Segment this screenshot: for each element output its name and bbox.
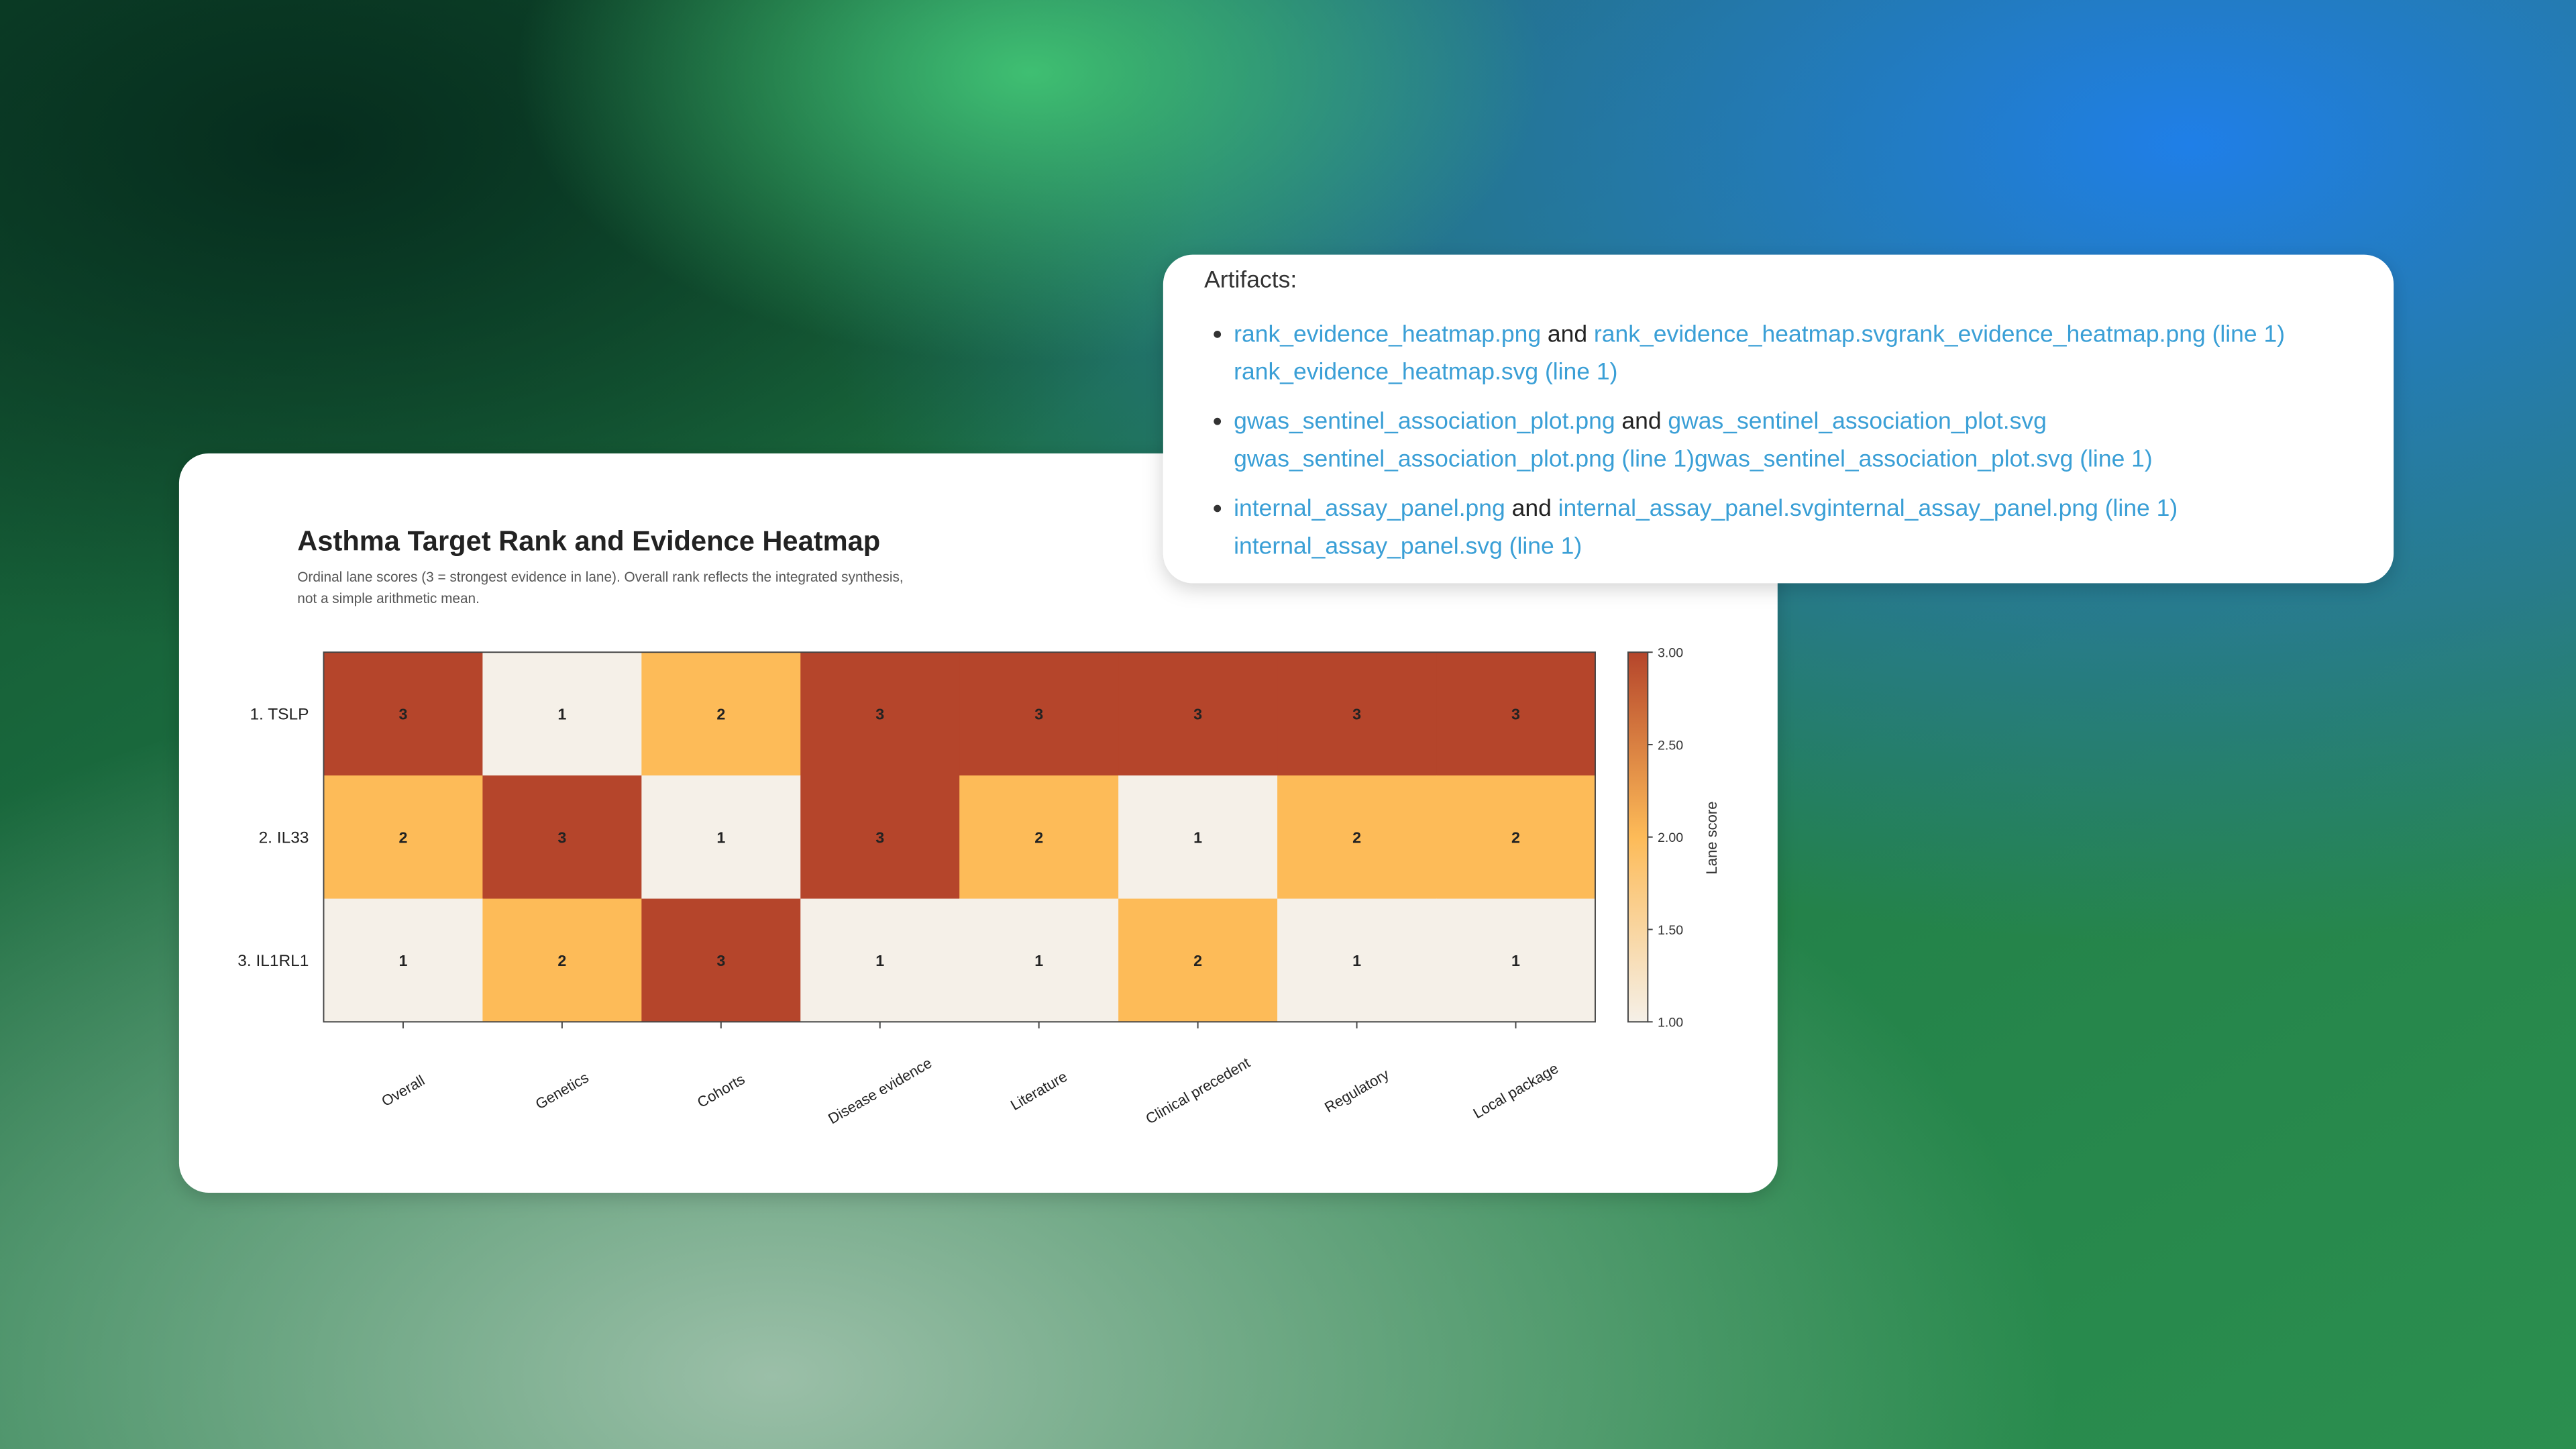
cell-label: 1 bbox=[716, 828, 725, 846]
cell-label: 1 bbox=[1193, 828, 1202, 846]
artifact-link[interactable]: rank_evidence_heatmap.png (line 1) bbox=[1898, 320, 2285, 347]
bullet bbox=[1214, 330, 1222, 338]
artifacts-card bbox=[1163, 254, 2394, 584]
colorbar bbox=[1627, 651, 1649, 1023]
colorbar-tick-label: 1.00 bbox=[1658, 1016, 1683, 1030]
cell-label: 1 bbox=[1511, 952, 1520, 969]
cell-label: 3 bbox=[1511, 706, 1520, 723]
artifact-link[interactable]: internal_assay_panel.png bbox=[1234, 494, 1505, 521]
colorbar-tick-label: 1.50 bbox=[1658, 923, 1683, 938]
colorbar-tick-label: 2.00 bbox=[1658, 830, 1683, 845]
y-tick-label: 1. TSLP bbox=[250, 706, 309, 724]
cell-label: 2 bbox=[557, 952, 566, 969]
heatmap-cell bbox=[1277, 775, 1437, 900]
cell-label: 3 bbox=[875, 706, 884, 723]
cell-label: 2 bbox=[1511, 828, 1520, 846]
colorbar-label: Lane score bbox=[1703, 801, 1720, 874]
chart-subtitle: not a simple arithmetic mean. bbox=[297, 591, 480, 606]
artifact-link[interactable]: gwas_sentinel_association_plot.png bbox=[1234, 407, 1615, 434]
heatmap-cell bbox=[1436, 652, 1596, 776]
chart-subtitle: Ordinal lane scores (3 = strongest evide… bbox=[297, 570, 903, 585]
artifact-link[interactable]: internal_assay_panel.svg bbox=[1558, 494, 1827, 521]
heatmap-cell bbox=[1118, 898, 1278, 1022]
artifact-line: gwas_sentinel_association_plot.png and gwa… bbox=[1234, 407, 2047, 434]
artifacts-panel: Artifacts: rank_evidence_heatmap.png and r… bbox=[1204, 266, 2285, 559]
bullet bbox=[1214, 417, 1222, 425]
artifact-text: and bbox=[1512, 494, 1552, 521]
y-tick-label: 2. IL33 bbox=[259, 828, 309, 847]
cell-label: 1 bbox=[1352, 952, 1361, 969]
cell-label: 2 bbox=[716, 706, 725, 723]
cell-label: 2 bbox=[1352, 828, 1361, 846]
artifact-line: internal_assay_panel.svg (line 1) bbox=[1234, 532, 1582, 559]
heatmap-cell bbox=[323, 652, 484, 776]
artifact-link[interactable]: internal_assay_panel.png (line 1) bbox=[1827, 494, 2178, 521]
artifact-link[interactable]: rank_evidence_heatmap.svg (line 1) bbox=[1234, 358, 1617, 385]
heatmap-cell bbox=[641, 898, 801, 1022]
heatmap-cell bbox=[482, 652, 643, 776]
heatmap-cell bbox=[482, 898, 643, 1022]
cell-label: 1 bbox=[875, 952, 884, 969]
heatmap-cell bbox=[1436, 898, 1596, 1022]
artifact-link[interactable]: gwas_sentinel_association_plot.svg bbox=[1668, 407, 2046, 434]
cell-label: 3 bbox=[875, 828, 884, 846]
heatmap-cell bbox=[323, 898, 484, 1022]
cell-label: 1 bbox=[1034, 952, 1043, 969]
artifact-line: rank_evidence_heatmap.png and rank_evidenc… bbox=[1234, 320, 2285, 347]
cell-label: 2 bbox=[1193, 952, 1202, 969]
heatmap-cell bbox=[1436, 775, 1596, 900]
artifact-line: gwas_sentinel_association_plot.png (line… bbox=[1234, 445, 2153, 472]
cell-label: 3 bbox=[1034, 706, 1043, 723]
heatmap-cell bbox=[959, 652, 1119, 776]
artifact-link[interactable]: gwas_sentinel_association_plot.svg (line… bbox=[1695, 445, 2153, 472]
cell-label: 1 bbox=[398, 952, 407, 969]
cell-label: 3 bbox=[557, 828, 566, 846]
artifact-link[interactable]: gwas_sentinel_association_plot.png (line… bbox=[1234, 445, 1695, 472]
cell-label: 1 bbox=[557, 706, 566, 723]
artifacts-title: Artifacts: bbox=[1204, 266, 1297, 293]
cell-label: 2 bbox=[398, 828, 407, 846]
heatmap-cell bbox=[959, 775, 1119, 900]
heatmap-cell bbox=[641, 652, 801, 776]
heatmap-cell bbox=[641, 775, 801, 900]
heatmap-cell bbox=[959, 898, 1119, 1022]
heatmap-cell bbox=[323, 775, 484, 900]
artifact-link[interactable]: internal_assay_panel.svg (line 1) bbox=[1234, 532, 1582, 559]
heatmap-cell bbox=[482, 775, 643, 900]
artifact-link[interactable]: rank_evidence_heatmap.png bbox=[1234, 320, 1541, 347]
artifact-text: and bbox=[1621, 407, 1661, 434]
cell-label: 3 bbox=[1352, 706, 1361, 723]
cell-label: 3 bbox=[398, 706, 407, 723]
heatmap-cell bbox=[800, 775, 960, 900]
cell-label: 3 bbox=[716, 952, 725, 969]
heatmap-cell bbox=[1118, 652, 1278, 776]
bullet bbox=[1214, 504, 1222, 513]
heatmap-cell bbox=[800, 652, 960, 776]
heatmap-cell bbox=[1118, 775, 1278, 900]
plot-frame bbox=[323, 651, 1596, 1023]
colorbar-tick-label: 3.00 bbox=[1658, 646, 1683, 661]
artifact-line: internal_assay_panel.png and internal_assa… bbox=[1234, 494, 2178, 521]
colorbar-tick-label: 2.50 bbox=[1658, 738, 1683, 753]
heatmap-cell bbox=[1277, 652, 1437, 776]
artifact-link[interactable]: rank_evidence_heatmap.svg bbox=[1594, 320, 1898, 347]
artifact-line: rank_evidence_heatmap.svg (line 1) bbox=[1234, 358, 1617, 385]
chart-title: Asthma Target Rank and Evidence Heatmap bbox=[297, 525, 880, 556]
y-tick-label: 3. IL1RL1 bbox=[237, 952, 309, 970]
artifact-text: and bbox=[1548, 320, 1587, 347]
heatmap-cell bbox=[800, 898, 960, 1022]
cell-label: 3 bbox=[1193, 706, 1202, 723]
cell-label: 2 bbox=[1034, 828, 1043, 846]
heatmap-cell bbox=[1277, 898, 1437, 1022]
